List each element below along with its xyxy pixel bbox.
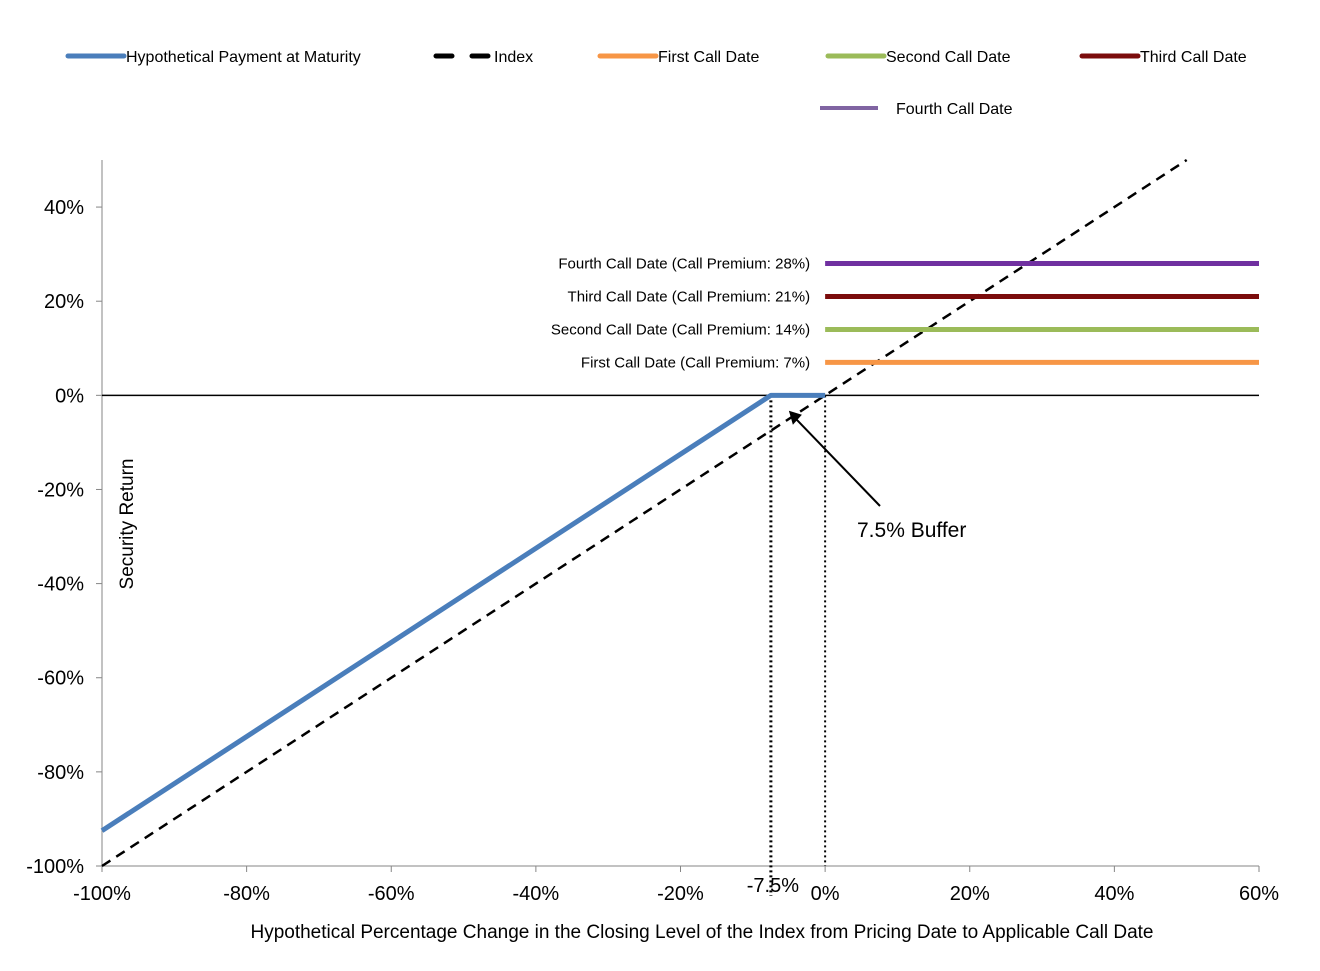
y-tick-label: -60% [37,668,84,690]
y-tick-label: -40% [37,574,84,596]
x-tick-label: -100% [73,883,131,905]
call-line-label: Third Call Date (Call Premium: 21%) [568,288,811,305]
x-tick-label: -80% [223,883,270,905]
y-tick-label: -20% [37,479,84,501]
x-tick-label: 40% [1094,883,1134,905]
legend-label: Third Call Date [1140,49,1247,66]
legend-item: Third Call Date [1079,49,1247,66]
legend-label: First Call Date [658,49,759,66]
legend-label: Hypothetical Payment at Maturity [126,49,361,66]
plot-area [100,158,1259,896]
buffer-tick-label: -7.5% [747,875,799,897]
x-tick-label: 20% [950,883,990,905]
legend-item: First Call Date [597,49,759,66]
y-tick-label: -80% [37,762,84,784]
legend-label: Second Call Date [886,49,1011,66]
x-tick-label: 0% [811,883,840,905]
call-line-labels: First Call Date (Call Premium: 7%) Second… [551,256,810,372]
x-tick-label: 60% [1239,883,1279,905]
legend-item: Hypothetical Payment at Maturity [65,49,361,66]
legend-item: Second Call Date [825,49,1011,66]
x-axis-title: Hypothetical Percentage Change in the Cl… [250,922,1153,943]
legend-label: Index [494,49,533,66]
y-tick-label: 40% [44,197,84,219]
buffer-arrow-head [788,410,802,425]
legend: Hypothetical Payment at Maturity Index Fir… [65,49,1247,118]
legend-label: Fourth Call Date [896,101,1013,118]
y-axis: -100% -80% -60% -40% -20% 0% 20% 40% [26,160,103,878]
y-tick-label: 0% [55,385,84,407]
buffer-annotation: 7.5% Buffer [857,519,966,542]
call-line-label: Second Call Date (Call Premium: 14%) [551,321,810,338]
x-axis: -100% -80% -60% -40% -20% 0% 20% 40% 60% -7.5% [73,865,1279,905]
x-tick-label: -20% [657,883,704,905]
y-tick-label: -100% [26,856,84,878]
payment-at-maturity-line [100,392,826,833]
legend-item: Fourth Call Date [820,101,1013,118]
x-tick-label: -60% [368,883,415,905]
call-line-label: Fourth Call Date (Call Premium: 28%) [558,256,810,273]
x-tick-label: -40% [513,883,560,905]
call-line-label: First Call Date (Call Premium: 7%) [581,354,810,371]
buffer-arrow-line [794,417,881,507]
index-line [101,158,1188,868]
y-tick-label: 20% [44,291,84,313]
y-axis-title: Security Return [117,459,138,590]
legend-item: Index [433,49,533,66]
